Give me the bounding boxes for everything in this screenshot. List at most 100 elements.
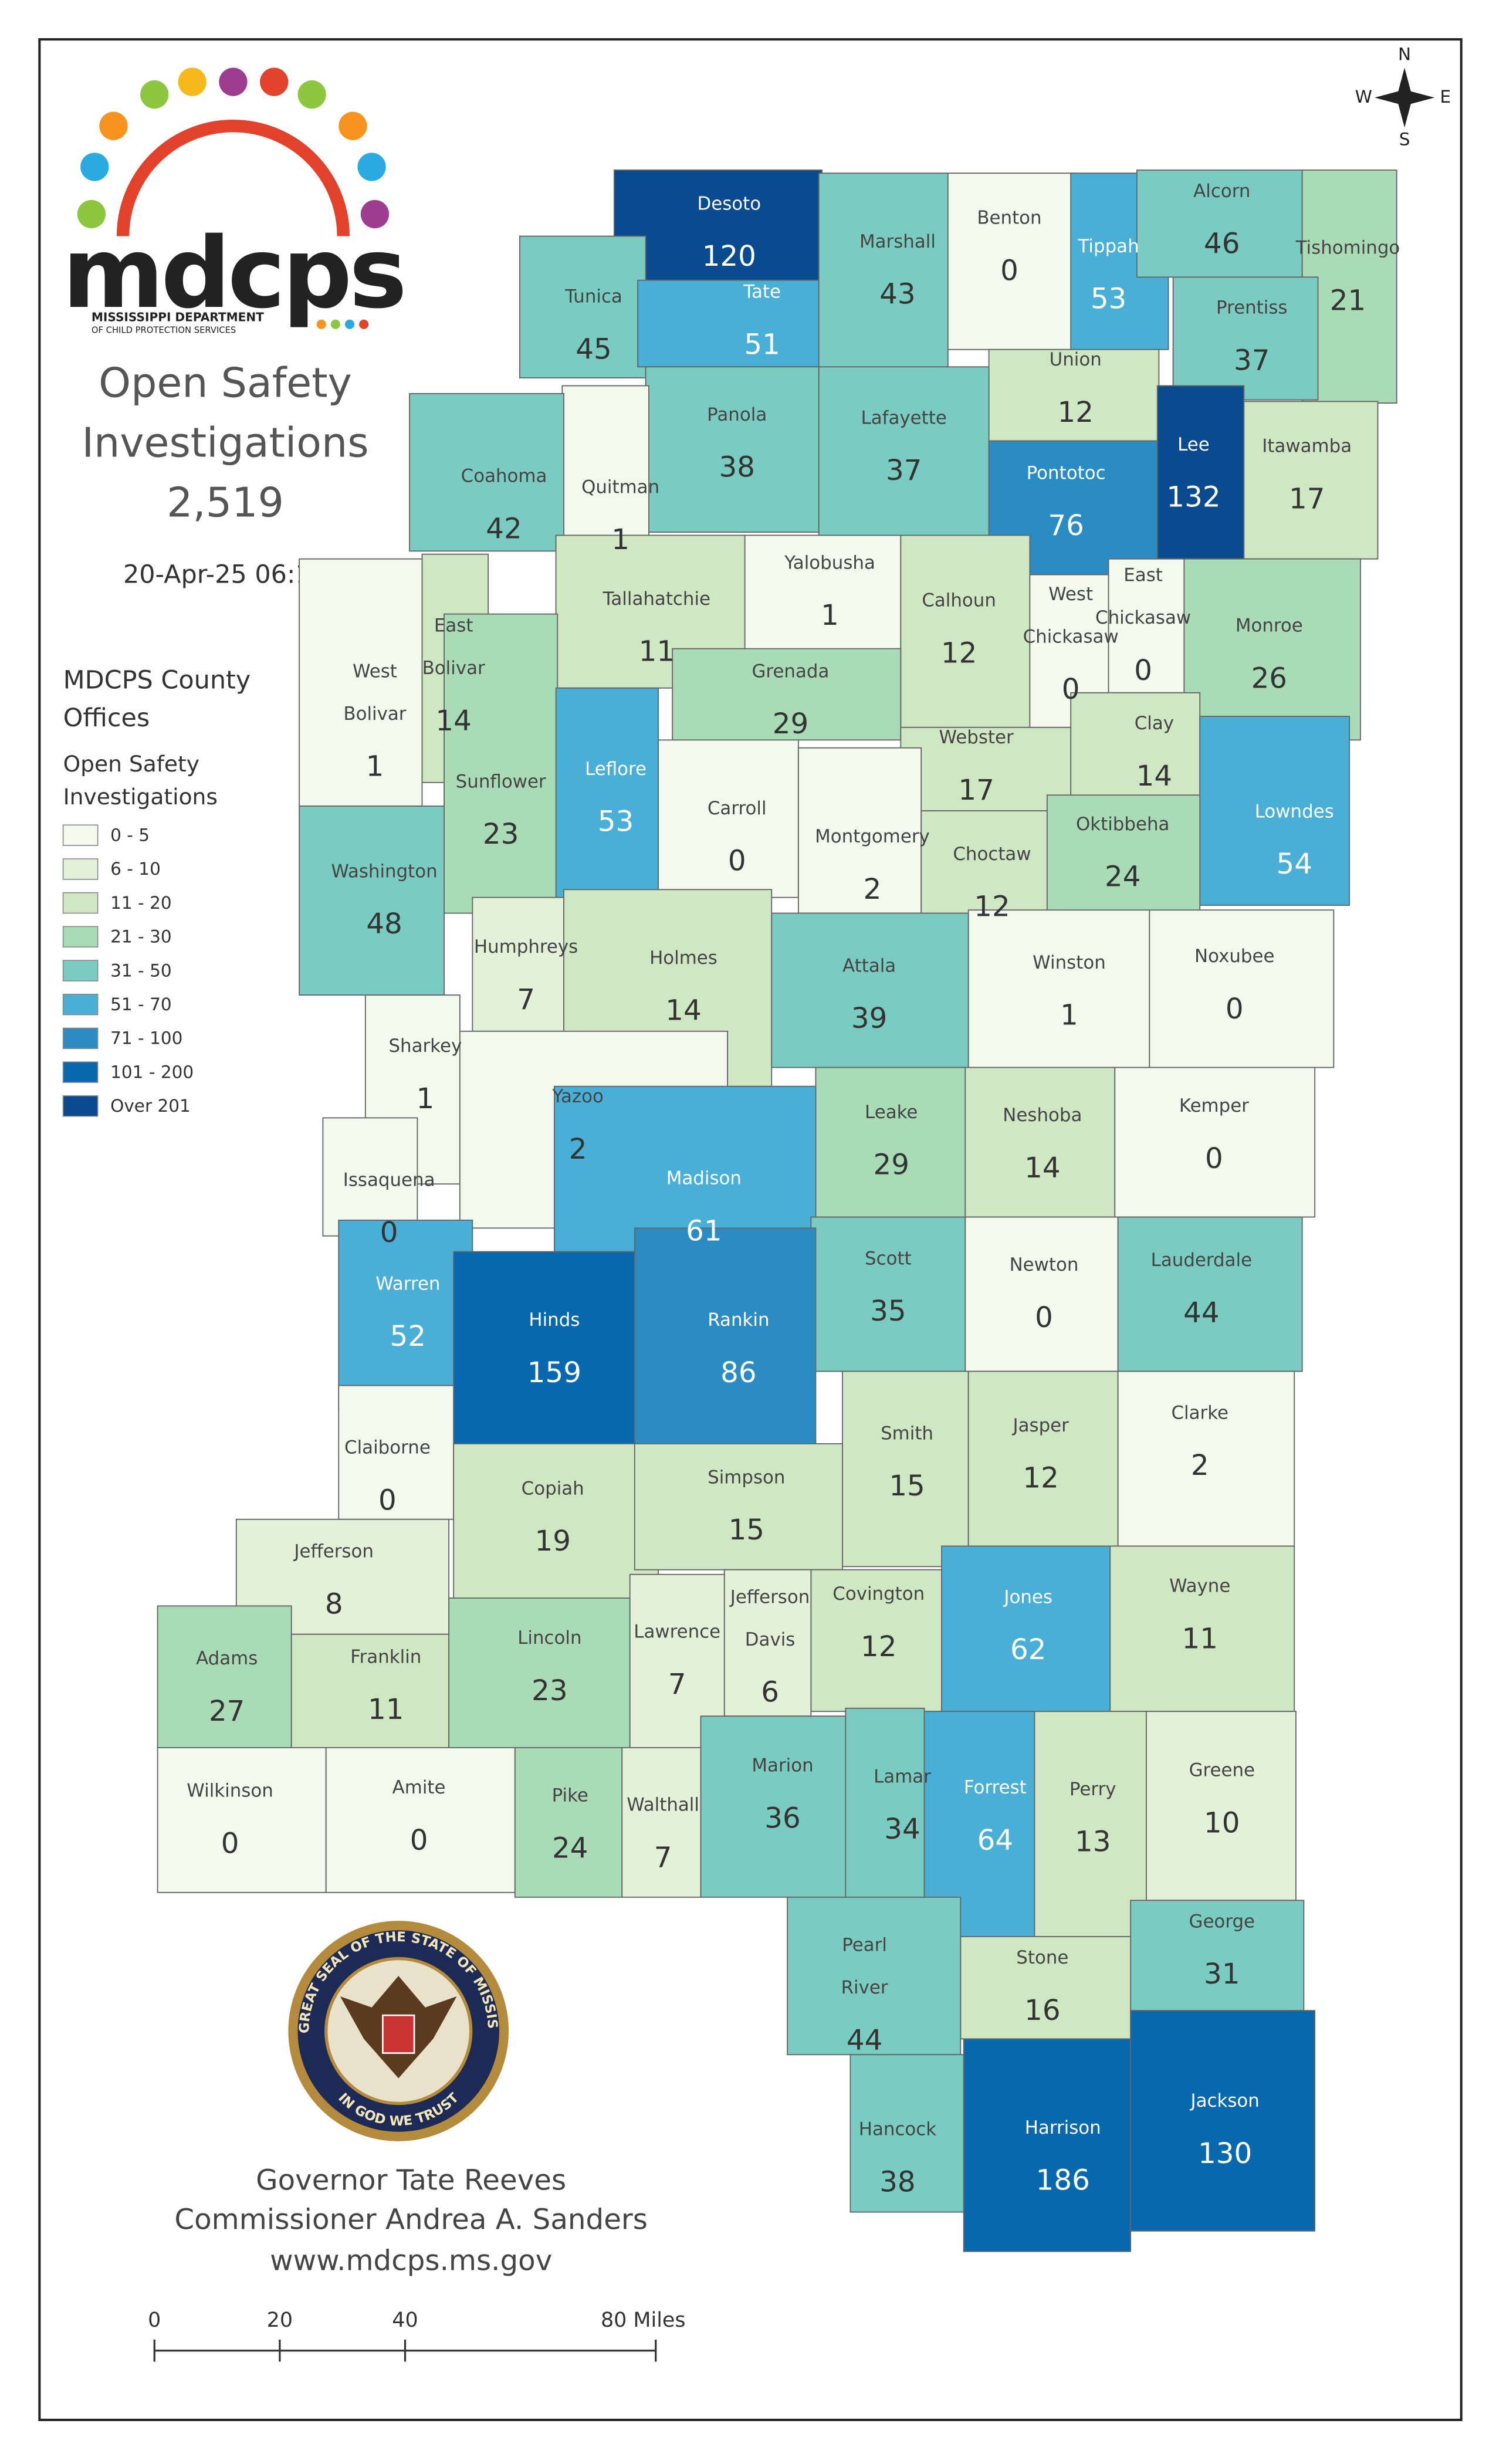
legend-swatch bbox=[62, 892, 99, 914]
county bbox=[1070, 692, 1201, 804]
county bbox=[613, 169, 823, 285]
county-value: 10 bbox=[1204, 1806, 1240, 1839]
county-name: Coahoma bbox=[461, 466, 547, 487]
title: Open Safety bbox=[99, 360, 352, 407]
county-name: West bbox=[1048, 584, 1093, 605]
logo-figure bbox=[339, 111, 367, 140]
legend-label: 0 - 5 bbox=[110, 825, 150, 845]
county-value: 54 bbox=[1277, 848, 1312, 881]
county bbox=[1046, 794, 1201, 914]
county bbox=[637, 279, 820, 368]
county-value: 44 bbox=[1183, 1297, 1219, 1329]
county-name: Webster bbox=[939, 727, 1014, 748]
county-name: Humphreys bbox=[474, 936, 578, 957]
county-value: 62 bbox=[1010, 1633, 1046, 1666]
county-value: 7 bbox=[517, 983, 535, 1016]
county-name: Itawamba bbox=[1262, 436, 1352, 457]
county-name: Bolivar bbox=[422, 658, 485, 679]
county bbox=[900, 726, 1072, 812]
county-name: Pontotoc bbox=[1027, 462, 1106, 483]
county bbox=[1130, 2010, 1316, 2232]
county-name: Jackson bbox=[1189, 2090, 1259, 2111]
county bbox=[1172, 276, 1319, 401]
county bbox=[338, 1385, 455, 1520]
county-name: Tate bbox=[743, 282, 781, 303]
compass-rose bbox=[1375, 67, 1435, 128]
county-value: 11 bbox=[368, 1693, 404, 1726]
county-value: 43 bbox=[879, 278, 915, 311]
county bbox=[555, 687, 659, 909]
county bbox=[787, 1896, 962, 2056]
county-value: 1 bbox=[416, 1082, 434, 1115]
county-name: Copiah bbox=[522, 1478, 584, 1499]
county-value: 2 bbox=[569, 1133, 587, 1166]
legend-label: Over 201 bbox=[110, 1096, 191, 1116]
county-value: 0 bbox=[410, 1824, 428, 1857]
county-name: Quitman bbox=[581, 476, 659, 497]
county-value: 12 bbox=[1057, 396, 1093, 429]
county-value: 38 bbox=[719, 451, 754, 484]
county-name: Wilkinson bbox=[187, 1781, 273, 1802]
county-name: Jefferson bbox=[293, 1541, 374, 1562]
legend-swatch bbox=[62, 858, 99, 880]
county-name: Rankin bbox=[708, 1309, 769, 1331]
county-name: Noxubee bbox=[1194, 946, 1274, 967]
county bbox=[453, 1443, 659, 1599]
county-value: 31 bbox=[1204, 1958, 1240, 1991]
county-value: 44 bbox=[847, 2024, 882, 2057]
county bbox=[621, 1747, 702, 1898]
county-name: Simpson bbox=[708, 1467, 785, 1488]
county-name: Scott bbox=[865, 1248, 912, 1269]
county-value: 0 bbox=[1035, 1301, 1053, 1334]
county-name: Washington bbox=[331, 861, 437, 882]
county bbox=[960, 1936, 1132, 2040]
county-value: 35 bbox=[870, 1295, 906, 1328]
county-value: 15 bbox=[889, 1470, 925, 1502]
county-value: 14 bbox=[1136, 760, 1172, 793]
county-name: Covington bbox=[832, 1583, 925, 1605]
county bbox=[634, 1227, 817, 1444]
county bbox=[964, 1216, 1119, 1372]
logo-figure bbox=[260, 67, 289, 96]
county-name: Lafayette bbox=[861, 407, 947, 428]
logo-figure bbox=[99, 111, 128, 140]
county bbox=[1149, 909, 1335, 1068]
county-name: Holmes bbox=[649, 947, 717, 969]
county-name: Madison bbox=[666, 1168, 742, 1189]
county-value: 12 bbox=[974, 890, 1010, 923]
county-value: 51 bbox=[744, 328, 780, 361]
county-value: 0 bbox=[1134, 654, 1152, 687]
county-value: 86 bbox=[720, 1356, 756, 1389]
county bbox=[1034, 1711, 1147, 1937]
county-value: 29 bbox=[773, 708, 808, 740]
county bbox=[964, 1067, 1116, 1218]
county-name: Claiborne bbox=[344, 1437, 431, 1458]
county bbox=[815, 1067, 966, 1218]
footer-line: www.mdcps.ms.gov bbox=[270, 2244, 552, 2277]
county-value: 11 bbox=[639, 635, 675, 668]
county-value: 39 bbox=[851, 1002, 887, 1035]
county-value: 0 bbox=[1205, 1142, 1223, 1175]
county-name: Monroe bbox=[1236, 615, 1303, 637]
county-value: 27 bbox=[209, 1695, 245, 1728]
county-value: 13 bbox=[1075, 1826, 1111, 1859]
county bbox=[645, 366, 820, 533]
county-value: 37 bbox=[1234, 344, 1270, 377]
legend-heading: MDCPS County bbox=[63, 666, 251, 695]
county bbox=[1243, 401, 1379, 560]
logo-figure bbox=[140, 80, 169, 109]
compass-label: E bbox=[1440, 87, 1451, 107]
county-value: 34 bbox=[884, 1813, 920, 1846]
logo: mdcps MISSISSIPPI DEPARTMENT OF CHILD PR… bbox=[62, 67, 407, 336]
county bbox=[700, 1715, 847, 1898]
compass-label: W bbox=[1355, 87, 1372, 107]
county-value: 24 bbox=[1105, 861, 1140, 893]
legend-label: 71 - 100 bbox=[110, 1028, 182, 1048]
county-name: Issaquena bbox=[343, 1169, 435, 1190]
county-value: 23 bbox=[483, 818, 519, 851]
legend-swatch bbox=[62, 1061, 99, 1083]
legend-subheading: Open Safety bbox=[63, 751, 199, 777]
county-name: Marion bbox=[752, 1755, 813, 1776]
scale-label: 0 bbox=[148, 2309, 161, 2332]
